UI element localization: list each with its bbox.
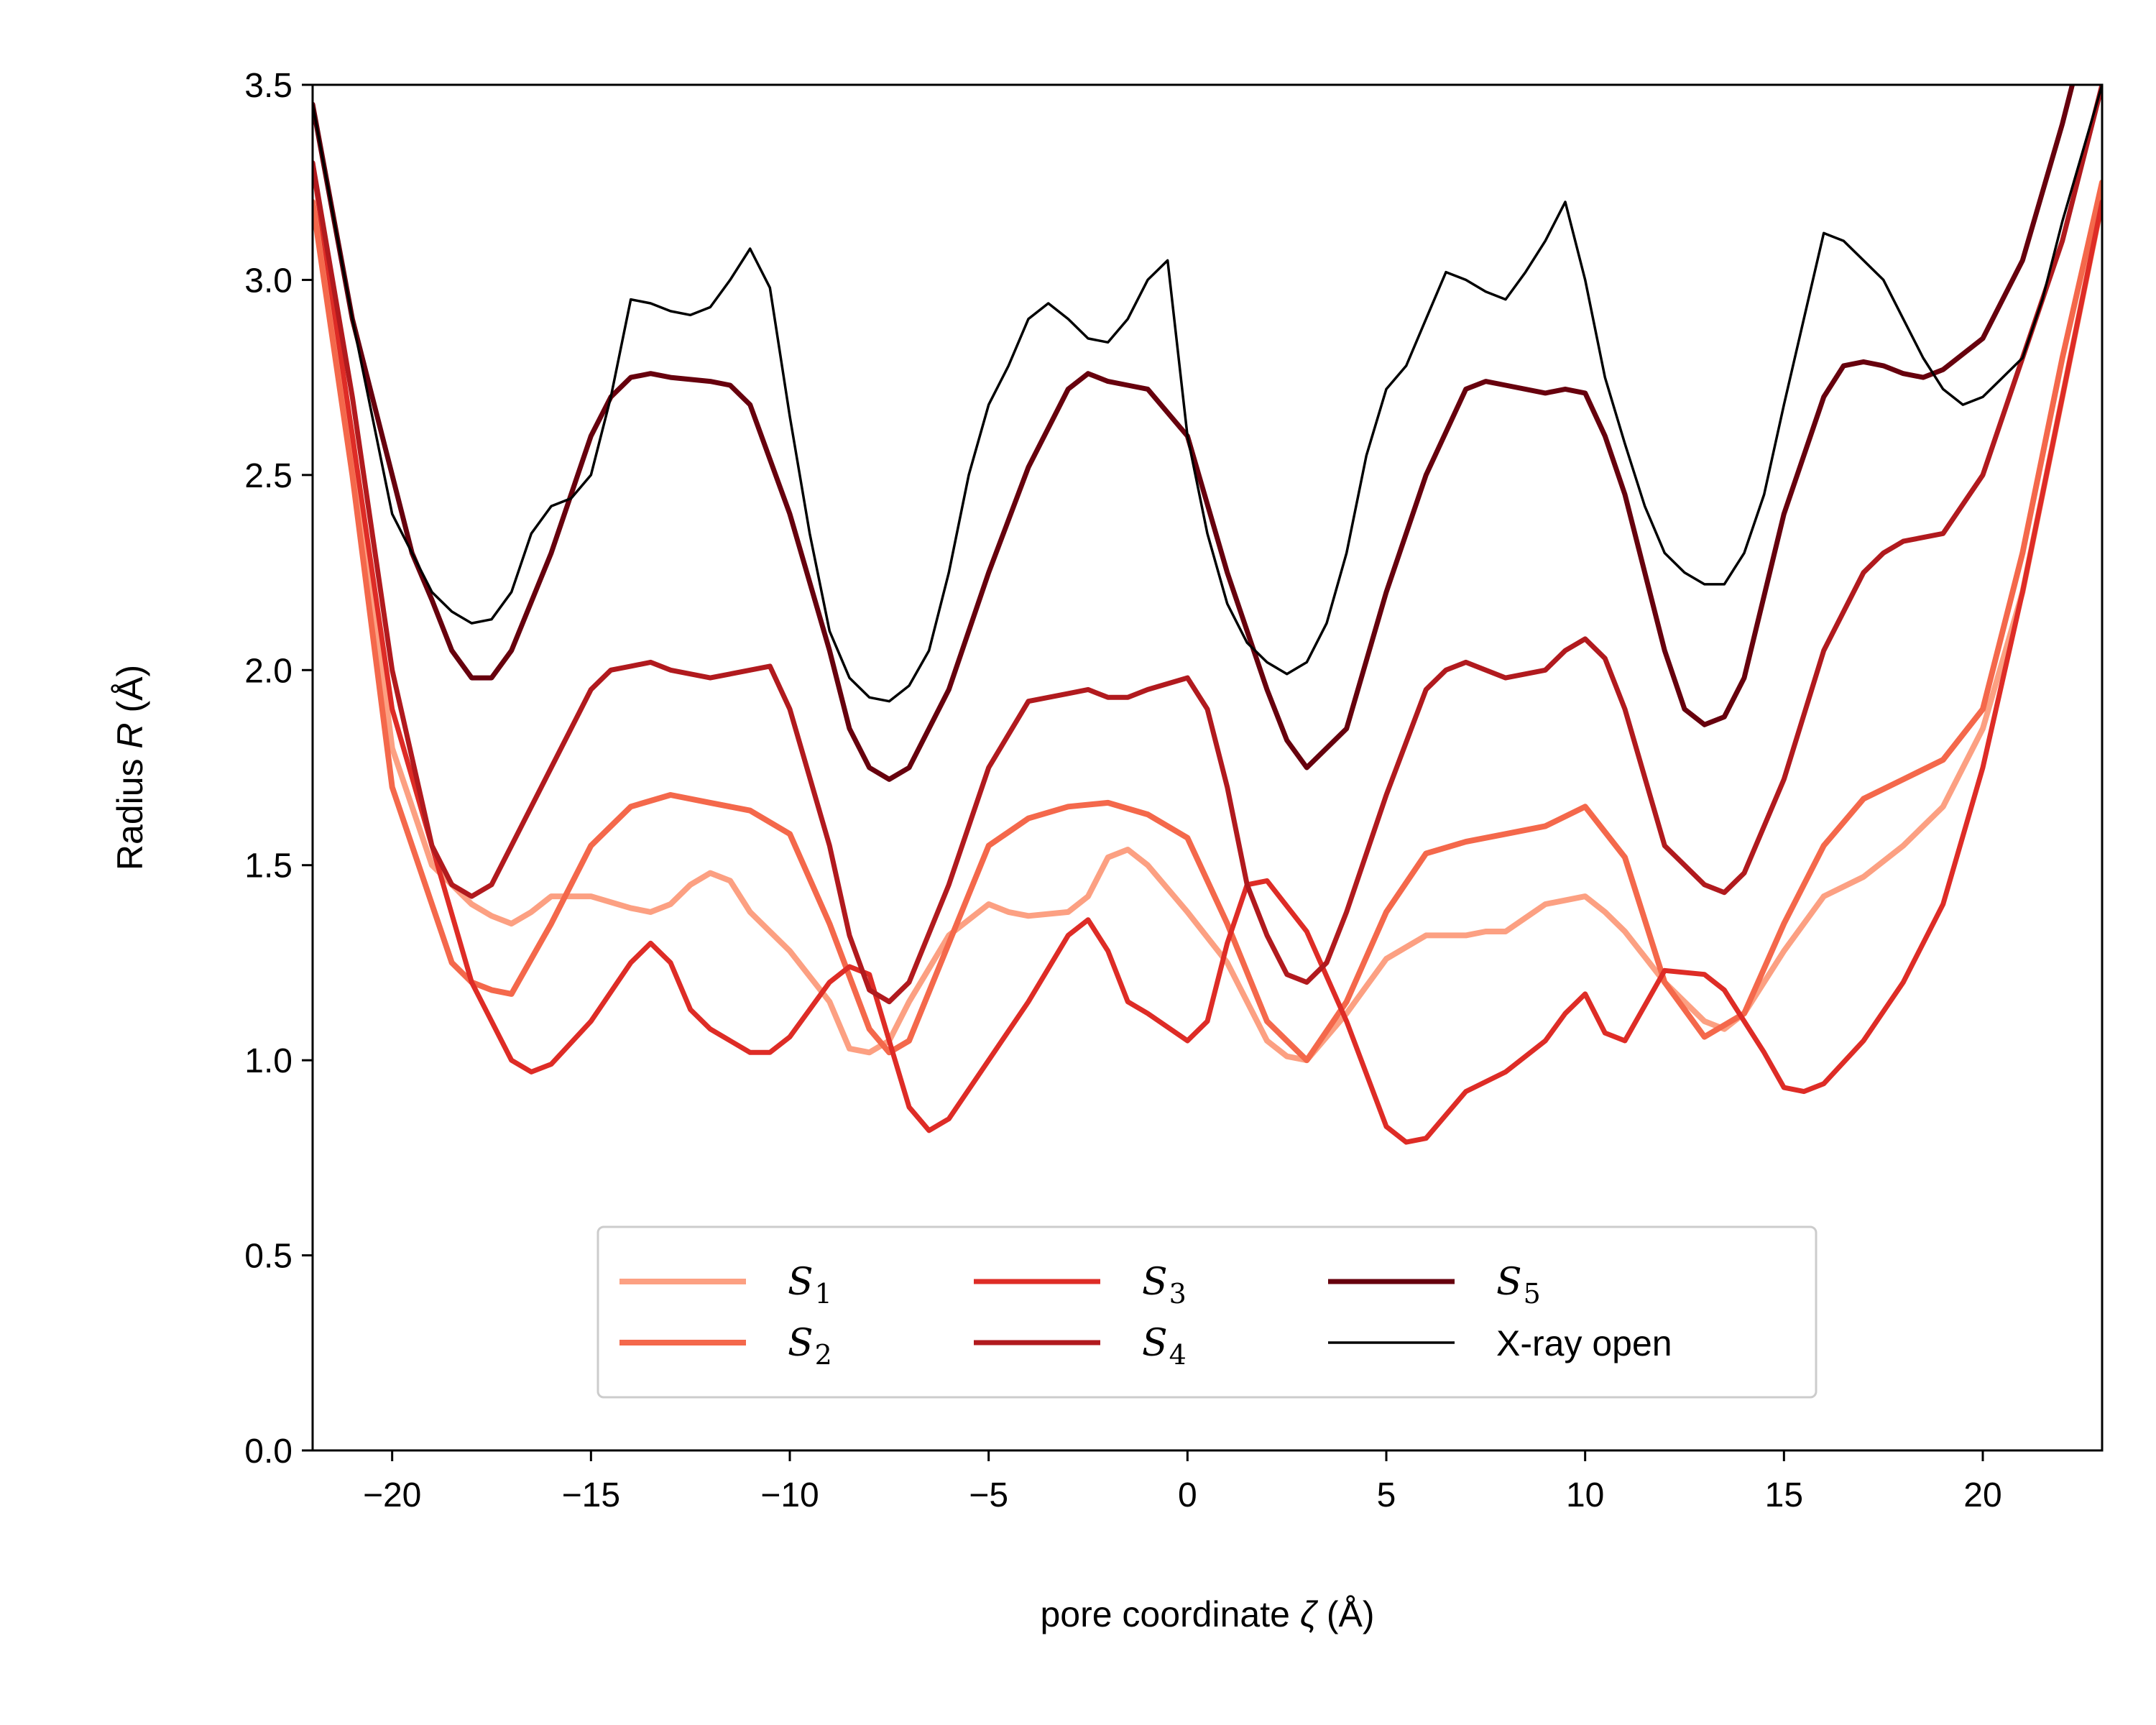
- y-axis-label-prefix: Radius: [110, 749, 150, 871]
- legend-entries: S1 S2 S3 S4 S5 X-ray open: [619, 1261, 1672, 1371]
- plot-frame: [311, 83, 2104, 1452]
- y-axis-label-suffix: (Å): [110, 665, 150, 723]
- series-line-1: [313, 198, 2102, 1064]
- legend-label: S5: [1496, 1261, 1541, 1310]
- x-tick-label: −5: [969, 1476, 1008, 1514]
- y-tick-label: 2.5: [244, 457, 292, 495]
- legend-label: X-ray open: [1496, 1323, 1672, 1363]
- series-lines: [313, 85, 2102, 1145]
- legend-label: S2: [788, 1322, 832, 1371]
- series-line-6: [313, 85, 2102, 703]
- legend-label: S4: [1142, 1322, 1187, 1371]
- x-tick-label: −10: [760, 1476, 819, 1514]
- x-tick-label: 0: [1178, 1476, 1197, 1514]
- y-tick-label: 1.0: [244, 1042, 292, 1080]
- x-axis-label-prefix: pore coordinate: [1040, 1594, 1299, 1634]
- x-axis-label: pore coordinate ζ (Å): [1040, 1594, 1374, 1634]
- legend-label: S1: [788, 1261, 832, 1310]
- y-tick-label: 0.5: [244, 1238, 292, 1276]
- x-axis-label-symbol: ζ: [1300, 1594, 1319, 1634]
- y-axis-label-symbol: R: [110, 722, 150, 748]
- x-tick-label: −15: [562, 1476, 620, 1514]
- series-line-2: [313, 179, 2102, 1064]
- x-axis-label-suffix: (Å): [1317, 1594, 1375, 1634]
- series-line-4: [313, 85, 2102, 1005]
- y-tick-label: 1.5: [244, 847, 292, 886]
- legend-label: S3: [1142, 1261, 1187, 1310]
- y-tick-label: 0.0: [244, 1432, 292, 1471]
- y-axis-label: Radius R (Å): [110, 665, 150, 870]
- x-tick-label: 15: [1765, 1476, 1803, 1514]
- x-tick-label: 10: [1566, 1476, 1604, 1514]
- x-tick-label: 20: [1963, 1476, 2001, 1514]
- y-axis-ticks: 0.0 0.5 1.0 1.5 2.0 2.5 3.0 3.5: [244, 67, 313, 1471]
- series-line-5: [313, 85, 2076, 782]
- legend: S1 S2 S3 S4 S5 X-ray open: [596, 1225, 1818, 1399]
- y-tick-label: 2.0: [244, 652, 292, 690]
- series-line-3: [313, 160, 2102, 1145]
- y-tick-label: 3.0: [244, 262, 292, 300]
- y-tick-label: 3.5: [244, 67, 292, 105]
- x-tick-label: 5: [1377, 1476, 1396, 1514]
- legend-box: [596, 1225, 1818, 1399]
- x-tick-label: −20: [363, 1476, 421, 1514]
- x-axis-ticks: −20 −15 −10 −5 0 5 10 15 20: [363, 1450, 2002, 1514]
